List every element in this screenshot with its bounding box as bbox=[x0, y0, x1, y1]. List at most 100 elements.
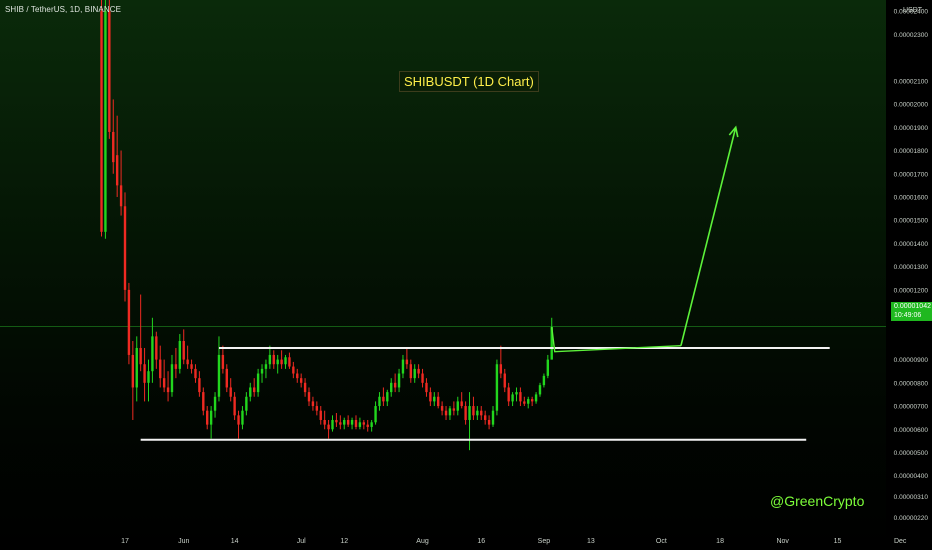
candle-body bbox=[327, 424, 330, 430]
candle-body bbox=[339, 422, 342, 425]
candle bbox=[264, 359, 268, 379]
candle bbox=[155, 331, 158, 369]
candle bbox=[115, 115, 119, 197]
candle-body bbox=[206, 410, 209, 425]
candle bbox=[260, 364, 264, 383]
candle bbox=[358, 417, 362, 430]
candle-body bbox=[527, 399, 530, 404]
candle-body bbox=[264, 364, 268, 369]
candle-body bbox=[530, 399, 534, 402]
candle-body bbox=[390, 382, 393, 393]
projection-arrow[interactable] bbox=[551, 125, 739, 353]
candle-body bbox=[143, 364, 146, 383]
candle bbox=[472, 396, 475, 420]
projection-arrow-head bbox=[728, 125, 739, 138]
candle bbox=[417, 364, 420, 379]
candle-body bbox=[159, 359, 162, 379]
price-unit-label: USDT bbox=[903, 7, 923, 14]
candle bbox=[131, 341, 135, 420]
candle-body bbox=[382, 396, 385, 402]
candle-body bbox=[507, 387, 510, 402]
candle bbox=[495, 359, 499, 416]
candle bbox=[323, 410, 326, 430]
price-axis[interactable]: 0.00002400 0.00002300 0.00002100 0.00002000… bbox=[894, 9, 929, 522]
candle bbox=[378, 392, 381, 411]
x-tick-label: Jun bbox=[178, 538, 189, 545]
candle bbox=[147, 359, 150, 402]
candle-body bbox=[127, 289, 131, 355]
candle bbox=[530, 396, 534, 407]
candle-body bbox=[519, 392, 522, 402]
candle bbox=[241, 406, 244, 430]
candle-body bbox=[241, 410, 244, 425]
y-tick-label: 0.00001300 bbox=[894, 264, 929, 271]
candle bbox=[476, 406, 479, 420]
candle bbox=[515, 387, 518, 402]
x-tick-label: 13 bbox=[587, 538, 595, 545]
candle-body bbox=[280, 359, 283, 365]
candle bbox=[151, 317, 154, 383]
candle-body bbox=[472, 406, 475, 416]
candle-body bbox=[186, 359, 189, 365]
candle-body bbox=[413, 368, 416, 379]
x-tick-label: 18 bbox=[716, 538, 724, 545]
candle-body bbox=[190, 364, 193, 369]
time-axis[interactable]: 17 Jun 14 Jul 12 Aug 16 Sep 13 Oct 18 Nov 15 Dec bbox=[121, 538, 907, 545]
candle bbox=[100, 0, 103, 237]
candle bbox=[480, 406, 483, 420]
y-tick-label: 0.00002100 bbox=[894, 78, 929, 85]
candle-body bbox=[346, 419, 350, 425]
candle-body bbox=[292, 366, 295, 374]
candles bbox=[100, 0, 553, 451]
candle-body bbox=[249, 387, 252, 397]
candle bbox=[335, 413, 338, 427]
y-tick-label: 0.00002300 bbox=[894, 32, 929, 39]
candle-body bbox=[350, 419, 354, 425]
candle-body bbox=[495, 364, 499, 411]
candle-body bbox=[362, 422, 366, 425]
candle-body bbox=[131, 354, 135, 388]
candle bbox=[354, 415, 358, 430]
y-tick-label: 0.00000900 bbox=[894, 357, 929, 364]
candle bbox=[393, 373, 397, 393]
candle bbox=[343, 417, 346, 430]
candle-body bbox=[476, 410, 479, 416]
candle bbox=[483, 410, 487, 425]
candle-body bbox=[550, 327, 553, 360]
candle-body bbox=[437, 396, 440, 407]
candle-body bbox=[323, 419, 326, 425]
candle bbox=[425, 378, 428, 397]
candle bbox=[108, 0, 111, 139]
candle-body bbox=[217, 354, 221, 397]
candle bbox=[292, 361, 295, 379]
candle bbox=[186, 345, 189, 369]
candle-body bbox=[100, 11, 103, 232]
y-tick-label: 0.00000400 bbox=[894, 473, 929, 480]
candle bbox=[249, 382, 252, 402]
candle-body bbox=[135, 347, 138, 388]
candle bbox=[174, 347, 178, 379]
y-tick-label: 0.00000700 bbox=[894, 404, 929, 411]
candle-body bbox=[448, 408, 452, 416]
candle-body bbox=[284, 357, 287, 365]
candle-body bbox=[315, 406, 319, 411]
candle bbox=[327, 419, 330, 439]
candle-body bbox=[487, 419, 491, 425]
candle bbox=[221, 345, 225, 374]
candle bbox=[288, 352, 291, 369]
candle bbox=[206, 406, 209, 430]
candle-body bbox=[444, 410, 448, 416]
candle-body bbox=[358, 422, 362, 427]
candle-body bbox=[288, 357, 291, 367]
candle-body bbox=[209, 410, 213, 425]
candle-body bbox=[311, 401, 315, 407]
y-tick-label: 0.00000800 bbox=[894, 380, 929, 387]
watermark-handle: @GreenCrypto bbox=[770, 493, 865, 509]
candle bbox=[178, 334, 182, 374]
candle-body bbox=[115, 155, 119, 186]
y-tick-label: 0.00001500 bbox=[894, 218, 929, 225]
last-price-value: 0.00001042 bbox=[894, 303, 931, 310]
candle bbox=[374, 401, 377, 425]
candle bbox=[112, 99, 115, 174]
